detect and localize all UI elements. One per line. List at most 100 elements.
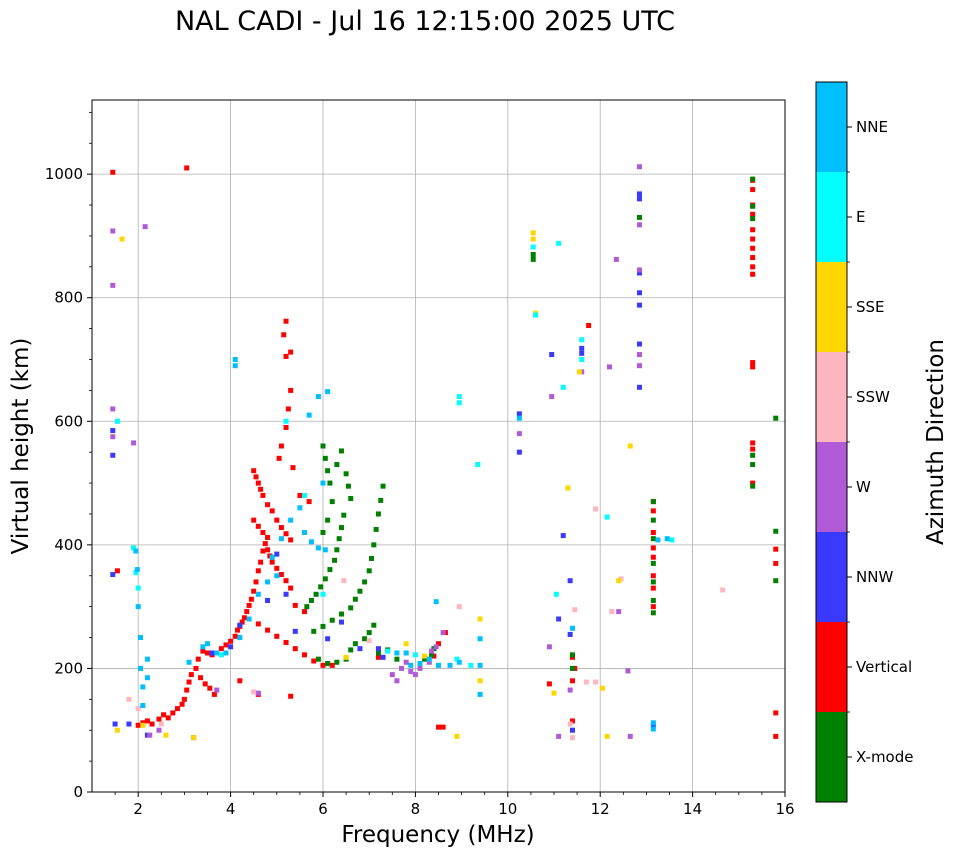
data-point (110, 428, 116, 434)
data-point (750, 446, 756, 452)
data-point (616, 578, 622, 584)
y-tick-label: 600 (54, 412, 83, 430)
data-point (327, 567, 333, 573)
data-point (332, 557, 338, 563)
data-point (477, 691, 483, 697)
data-point (551, 690, 557, 696)
data-point (244, 609, 250, 615)
data-point (636, 222, 642, 228)
data-point (205, 650, 210, 656)
data-point (292, 602, 298, 608)
data-point (650, 573, 656, 579)
data-point (750, 271, 756, 277)
data-point (255, 568, 261, 574)
data-point (567, 687, 573, 693)
data-point (251, 468, 257, 474)
data-point (586, 323, 592, 329)
data-point (375, 650, 381, 656)
data-point (228, 638, 234, 644)
data-point (255, 480, 261, 486)
data-point (773, 578, 779, 584)
data-point (110, 572, 116, 578)
data-point (325, 468, 331, 474)
data-point (334, 659, 340, 665)
data-point (650, 508, 656, 514)
colorbar-frame (815, 81, 848, 803)
data-point (341, 512, 347, 518)
data-point (636, 384, 642, 390)
data-point (114, 727, 120, 733)
data-point (422, 656, 428, 662)
data-point (315, 394, 321, 400)
data-point (258, 559, 264, 565)
data-point (318, 584, 324, 590)
data-point (650, 530, 656, 535)
data-point (593, 679, 599, 685)
data-point (248, 596, 254, 602)
data-point (440, 630, 446, 636)
data-point (606, 364, 612, 370)
data-point (567, 631, 573, 637)
data-point (214, 687, 220, 693)
data-point (650, 554, 656, 560)
data-point (650, 545, 656, 551)
data-point (343, 654, 349, 660)
data-point (366, 638, 372, 644)
data-point (352, 596, 358, 602)
data-point (260, 548, 266, 554)
data-point (433, 644, 439, 650)
data-point (283, 318, 289, 324)
y-tick-label: 0 (73, 783, 83, 801)
data-point (357, 646, 363, 652)
data-point (218, 646, 224, 652)
data-point (292, 646, 298, 652)
data-point (636, 164, 642, 170)
data-point (274, 565, 280, 571)
data-point (181, 696, 187, 702)
y-tick-label: 200 (54, 659, 83, 677)
data-point (288, 349, 294, 355)
data-point (773, 560, 779, 566)
data-point (283, 591, 289, 597)
data-point (140, 684, 146, 690)
data-point (773, 546, 779, 552)
data-point (468, 662, 474, 668)
y-tick-label: 800 (54, 289, 83, 307)
data-point (341, 578, 347, 584)
data-point (750, 211, 756, 217)
colorbar-segment (816, 712, 847, 802)
data-point (325, 636, 331, 642)
data-point (750, 255, 756, 261)
grid-lines (92, 100, 786, 793)
data-point (454, 733, 460, 739)
data-point (650, 517, 656, 523)
data-point (338, 525, 344, 531)
data-point (302, 652, 308, 658)
data-point (417, 660, 423, 666)
data-point (223, 642, 229, 648)
data-point (315, 656, 321, 662)
data-point (385, 648, 391, 654)
data-point (380, 483, 386, 489)
colorbar-tick-label: Vertical (856, 658, 912, 676)
data-point (530, 256, 536, 262)
data-point (170, 710, 176, 716)
data-point (750, 360, 756, 366)
data-point (636, 267, 642, 273)
data-point (556, 733, 562, 739)
data-point (669, 537, 675, 543)
data-point (241, 615, 247, 621)
data-point (133, 548, 139, 554)
data-point (228, 644, 234, 650)
data-point (200, 644, 206, 650)
data-point (262, 541, 268, 547)
data-point (569, 652, 575, 658)
data-point (773, 528, 779, 534)
data-point (156, 716, 162, 722)
data-point (530, 236, 536, 242)
data-point (274, 573, 280, 579)
data-point (110, 406, 116, 412)
data-point (447, 662, 453, 668)
data-point (348, 605, 354, 611)
data-point (627, 733, 633, 739)
